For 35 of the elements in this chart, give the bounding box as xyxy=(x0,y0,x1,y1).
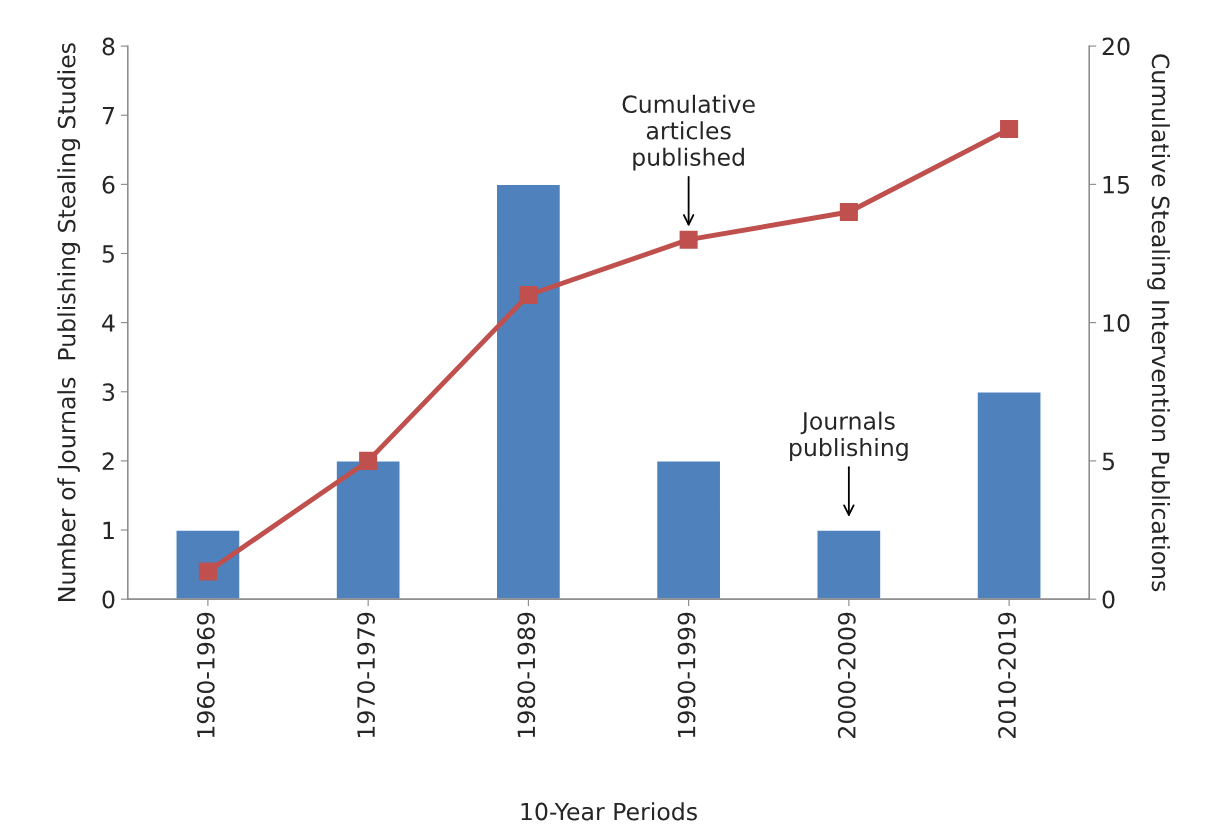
y2-tick-label: 10 xyxy=(1103,314,1130,332)
y2-axis-title: Cumulative Stealing Intervention Publications xyxy=(1147,54,1170,592)
x-tick-label: 1990-1999 xyxy=(677,612,696,738)
annotation: Journals publishing xyxy=(790,411,908,461)
y2-tick-label: 5 xyxy=(1102,452,1114,471)
x-tick-label: 1980-1989 xyxy=(517,612,536,738)
bar xyxy=(816,529,882,600)
y2-tick-label: 0 xyxy=(1102,590,1115,609)
bar xyxy=(655,460,722,600)
annotation: Cumulative articles published xyxy=(622,94,755,171)
point xyxy=(359,451,378,470)
y2-tick-label: 20 xyxy=(1102,37,1130,56)
y-tick-label: 7 xyxy=(102,106,114,125)
y-tick-label: 3 xyxy=(102,383,115,402)
point xyxy=(679,230,698,249)
bar xyxy=(335,460,401,600)
y2-tick-label: 15 xyxy=(1103,176,1129,194)
y-tick-label: 5 xyxy=(102,245,114,263)
y-tick-label: 4 xyxy=(102,314,115,332)
y-tick-label: 2 xyxy=(102,452,114,470)
bar xyxy=(976,391,1042,600)
y-tick-label: 1 xyxy=(103,521,114,540)
point xyxy=(839,202,858,222)
y-tick-label: 6 xyxy=(102,175,115,194)
x-tick-label: 2010-2019 xyxy=(998,612,1016,738)
x-tick-label: 2000-2009 xyxy=(837,612,856,738)
y-axis-title: Number of Journals Publishing Stealing Studies xyxy=(57,43,81,601)
point xyxy=(1000,120,1019,139)
x-axis-title: 10-Year Periods xyxy=(521,802,697,821)
y-tick-label: 8 xyxy=(102,37,115,56)
x-tick-label: 1970-1979 xyxy=(357,612,375,738)
x-tick-label: 1960-1969 xyxy=(196,612,215,738)
bar xyxy=(495,183,562,600)
y-tick-label: 0 xyxy=(102,590,115,609)
point xyxy=(519,285,538,305)
